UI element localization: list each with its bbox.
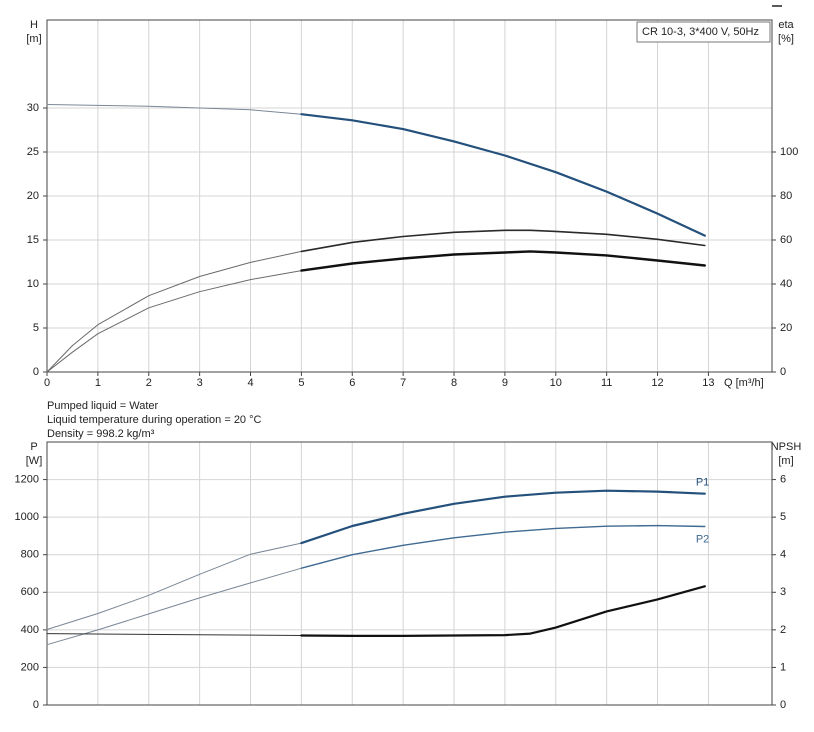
note: Density = 998.2 kg/m³ bbox=[47, 428, 155, 440]
curve bbox=[300, 524, 706, 569]
y2-tick-label: 3 bbox=[780, 586, 786, 598]
y2-axis-label: eta bbox=[778, 19, 794, 31]
y-axis-unit: [m] bbox=[26, 33, 41, 45]
y-tick-label: 600 bbox=[21, 586, 39, 598]
y-tick-label: 1000 bbox=[15, 511, 39, 523]
curve bbox=[300, 489, 706, 545]
x-tick-label: 13 bbox=[702, 377, 714, 389]
note: Liquid temperature during operation = 20… bbox=[47, 414, 262, 426]
x-tick-label: 2 bbox=[146, 377, 152, 389]
x-axis-label: Q [m³/h] bbox=[724, 377, 764, 389]
x-tick-label: 10 bbox=[550, 377, 562, 389]
x-tick-label: 8 bbox=[451, 377, 457, 389]
y-tick-label: 30 bbox=[27, 102, 39, 114]
y-axis-label: H bbox=[30, 19, 38, 31]
y2-tick-label: 80 bbox=[780, 190, 792, 202]
curve bbox=[300, 229, 706, 253]
plot-frame bbox=[46, 441, 773, 706]
y-axis-label: P bbox=[30, 441, 37, 453]
y2-axis-label: NPSH bbox=[771, 441, 802, 453]
x-tick-label: 0 bbox=[44, 377, 50, 389]
y2-tick-label: 100 bbox=[780, 146, 798, 158]
y2-tick-label: 2 bbox=[780, 624, 786, 636]
y-tick-label: 1200 bbox=[15, 473, 39, 485]
y2-tick-label: 5 bbox=[780, 511, 786, 523]
curve bbox=[46, 250, 302, 373]
curve bbox=[46, 567, 302, 646]
annotation-box bbox=[636, 21, 771, 43]
annotation: CR 10-3, 3*400 V, 50Hz bbox=[642, 26, 759, 38]
x-tick-label: 9 bbox=[502, 377, 508, 389]
y-axis-unit: [W] bbox=[26, 455, 43, 467]
y-tick-label: 400 bbox=[21, 624, 39, 636]
curve bbox=[300, 113, 706, 237]
y2-tick-label: 60 bbox=[780, 234, 792, 246]
y-tick-label: 800 bbox=[21, 549, 39, 561]
y2-tick-label: 6 bbox=[780, 473, 786, 485]
y-tick-label: 10 bbox=[27, 278, 39, 290]
x-tick-label: 6 bbox=[349, 377, 355, 389]
y-tick-label: 0 bbox=[33, 699, 39, 711]
note: Pumped liquid = Water bbox=[47, 400, 159, 412]
y-tick-label: 0 bbox=[33, 366, 39, 378]
y2-tick-label: 4 bbox=[780, 549, 786, 561]
y-tick-label: 15 bbox=[27, 234, 39, 246]
y2-tick-label: 40 bbox=[780, 278, 792, 290]
y2-tick-label: 1 bbox=[780, 661, 786, 673]
y2-tick-label: 0 bbox=[780, 366, 786, 378]
curve bbox=[46, 633, 302, 636]
x-tick-label: 5 bbox=[298, 377, 304, 389]
curve bbox=[46, 542, 302, 630]
y-tick-label: 5 bbox=[33, 322, 39, 334]
x-tick-label: 4 bbox=[247, 377, 253, 389]
y2-tick-label: 0 bbox=[780, 699, 786, 711]
x-tick-label: 7 bbox=[400, 377, 406, 389]
curve bbox=[300, 250, 706, 272]
curve bbox=[46, 270, 302, 373]
x-tick-label: 3 bbox=[197, 377, 203, 389]
curve bbox=[300, 585, 706, 637]
y2-tick-label: 20 bbox=[780, 322, 792, 334]
x-tick-label: 11 bbox=[601, 377, 612, 389]
curve bbox=[46, 104, 302, 115]
y2-axis-unit: [%] bbox=[778, 33, 794, 45]
x-tick-label: 1 bbox=[95, 377, 101, 389]
y2-axis-unit: [m] bbox=[778, 455, 793, 467]
y-tick-label: 20 bbox=[27, 190, 39, 202]
x-tick-label: 12 bbox=[651, 377, 663, 389]
curve-label: P2 bbox=[696, 533, 709, 545]
y-tick-label: 200 bbox=[21, 661, 39, 673]
y-tick-label: 25 bbox=[27, 146, 39, 158]
curve-label: P1 bbox=[696, 477, 709, 489]
